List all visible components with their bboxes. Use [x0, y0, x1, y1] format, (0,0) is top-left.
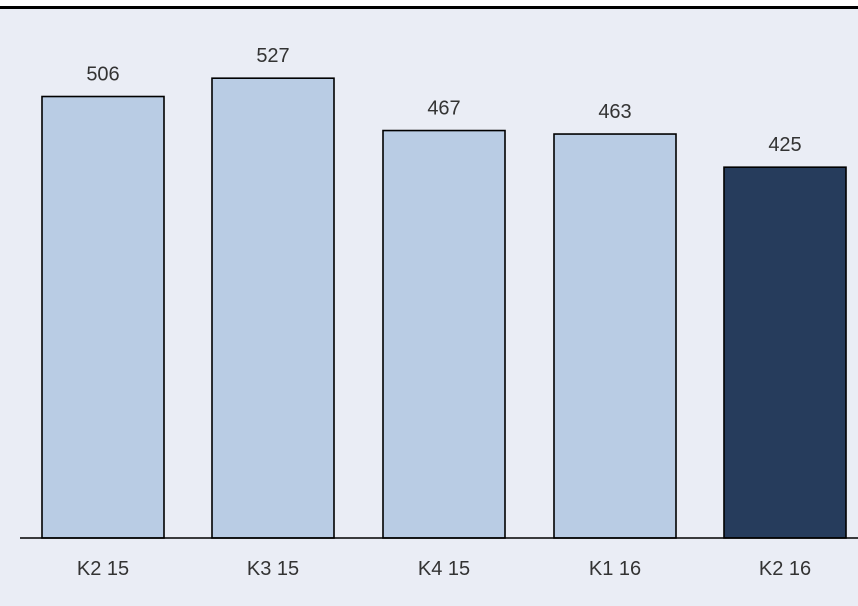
- data-label: 463: [598, 101, 631, 123]
- data-label: 425: [768, 134, 801, 156]
- data-label: 467: [427, 98, 460, 120]
- title-underline: [0, 6, 858, 9]
- data-label: 527: [256, 45, 289, 67]
- x-tick-label: K2 16: [759, 558, 811, 580]
- bar-k2-16: [723, 166, 847, 539]
- chart-title-strip: [0, 0, 858, 9]
- x-tick-label: K3 15: [247, 558, 299, 580]
- x-tick-label: K4 15: [418, 558, 470, 580]
- data-label: 506: [86, 64, 119, 86]
- bar-k4-15: [382, 129, 506, 539]
- x-tick-label: K2 15: [77, 558, 129, 580]
- x-tick-label: K1 16: [589, 558, 641, 580]
- bar-k1-16: [553, 133, 677, 539]
- bar-k3-15: [211, 77, 335, 539]
- bar-k2-15: [41, 95, 165, 539]
